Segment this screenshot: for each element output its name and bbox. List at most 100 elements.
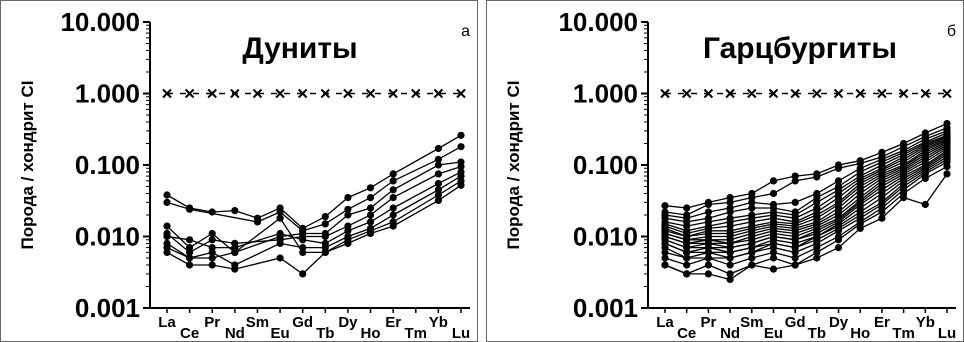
data-point: [457, 181, 465, 189]
series-line: [664, 154, 948, 254]
x-tick-label: Dy: [829, 314, 849, 331]
y-tick-label: 10.000: [558, 7, 638, 37]
y-tick-label: 0.010: [75, 222, 140, 252]
data-point: [208, 236, 216, 244]
data-point: [389, 186, 397, 194]
data-point: [769, 248, 778, 256]
data-point: [163, 248, 171, 256]
reference-marker: [812, 88, 822, 99]
series-line: [166, 175, 462, 266]
data-point: [813, 248, 821, 256]
x-tick-label: Tb: [316, 325, 334, 342]
data-point: [276, 239, 284, 247]
data-point: [344, 194, 352, 202]
series-line: [166, 171, 462, 249]
data-point: [813, 198, 821, 206]
data-point: [163, 222, 171, 230]
data-point: [434, 144, 442, 153]
data-point: [683, 204, 691, 212]
reference-marker: [703, 88, 714, 99]
data-point: [276, 208, 284, 216]
reference-marker: [162, 88, 172, 99]
x-tick-label: Er: [874, 314, 890, 331]
panel-letter: а: [461, 23, 470, 40]
x-tick-label: Lu: [452, 325, 470, 342]
data-point: [344, 205, 352, 213]
reference-marker: [230, 88, 240, 99]
data-point: [921, 174, 929, 182]
series-line: [664, 146, 948, 245]
data-point: [434, 196, 442, 204]
data-point: [769, 189, 778, 198]
series-line: [664, 134, 948, 227]
data-point: [878, 208, 886, 216]
x-tick-label: La: [158, 314, 176, 331]
data-point: [661, 202, 669, 210]
data-point: [704, 200, 713, 209]
reference-marker: [433, 88, 444, 99]
data-point: [389, 211, 397, 219]
panel-harzburgites: 10.000 1.000 0.100 0.010 0.001 Порода / хондр…: [486, 0, 964, 342]
data-point: [748, 254, 756, 262]
x-tick-label: Lu: [938, 325, 956, 342]
reference-marker: [725, 88, 735, 99]
data-point: [366, 204, 375, 212]
data-point: [208, 254, 216, 262]
reference-marker: [942, 88, 952, 99]
reference-marker: [768, 88, 779, 99]
data-point: [769, 265, 778, 273]
data-point: [791, 198, 799, 206]
series-line: [664, 147, 948, 249]
series-line: [664, 138, 948, 238]
data-point: [208, 229, 216, 238]
data-point: [208, 248, 216, 256]
data-point: [457, 131, 465, 139]
data-point: [834, 227, 843, 235]
data-point: [186, 236, 194, 244]
reference-marker: [898, 88, 909, 99]
reference-marker: [297, 88, 308, 99]
y-tick-label: 10.000: [60, 7, 140, 37]
data-point: [704, 254, 713, 262]
data-point: [856, 224, 864, 232]
data-point: [704, 248, 713, 256]
data-point: [389, 194, 397, 202]
x-tick-label: Ho: [361, 325, 381, 342]
data-point: [748, 198, 756, 206]
reference-marker: [411, 88, 421, 99]
series-line: [664, 156, 948, 259]
x-tick-label: Tb: [808, 325, 826, 342]
data-point: [389, 204, 397, 212]
data-point: [321, 220, 329, 228]
data-point: [344, 211, 352, 219]
series-line: [664, 161, 948, 266]
data-point: [344, 227, 352, 235]
y-tick-label: 1.000: [75, 79, 140, 109]
x-tick-label: Yb: [429, 314, 448, 331]
data-point: [299, 236, 307, 244]
x-tick-label: Tm: [892, 325, 915, 342]
series-line: [664, 173, 948, 281]
x-tick-label: Dy: [338, 314, 358, 331]
reference-marker: [660, 88, 670, 99]
x-tick-label: Ho: [850, 325, 870, 342]
data-point: [434, 186, 442, 194]
reference-marker: [343, 88, 353, 99]
reference-marker: [920, 88, 931, 99]
series-line: [166, 184, 462, 275]
data-point: [276, 254, 284, 262]
reference-marker: [833, 88, 844, 99]
data-point: [748, 204, 756, 212]
data-point: [389, 222, 397, 230]
data-point: [434, 180, 442, 188]
data-point: [231, 207, 239, 215]
y-tick-label: 0.100: [75, 150, 140, 180]
data-point: [366, 229, 375, 238]
data-point: [726, 275, 734, 284]
data-point: [813, 173, 821, 181]
data-point: [366, 211, 375, 219]
data-point: [186, 248, 194, 256]
x-tick-label: Gd: [785, 314, 806, 331]
x-tick-label: Ce: [180, 325, 199, 342]
